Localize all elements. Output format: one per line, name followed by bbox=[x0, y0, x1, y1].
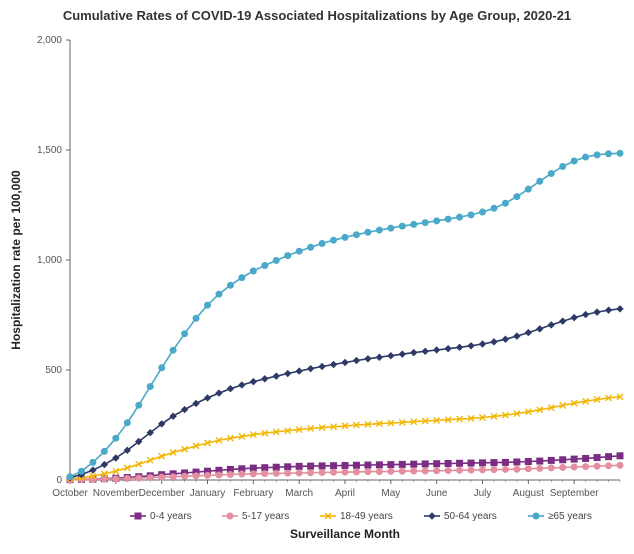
x-tick-label: June bbox=[426, 488, 448, 499]
x-tick-label: April bbox=[335, 488, 355, 499]
y-tick-label: 500 bbox=[45, 365, 62, 376]
x-axis-title: Surveillance Month bbox=[290, 527, 400, 541]
legend-item: 50-64 years bbox=[424, 511, 497, 522]
legend-label: 5-17 years bbox=[242, 511, 289, 522]
y-axis-title: Hospitalization rate per 100,000 bbox=[9, 170, 23, 350]
x-tick-label: January bbox=[190, 488, 226, 499]
y-tick-label: 0 bbox=[56, 475, 62, 486]
x-tick-label: May bbox=[381, 488, 400, 499]
x-tick-label: March bbox=[285, 488, 313, 499]
x-tick-label: February bbox=[233, 488, 273, 499]
x-tick-label: September bbox=[550, 488, 600, 499]
x-tick-label: July bbox=[474, 488, 492, 499]
y-tick-label: 2,000 bbox=[37, 35, 62, 46]
legend-label: 50-64 years bbox=[444, 511, 497, 522]
y-tick-label: 1,500 bbox=[37, 145, 62, 156]
legend-item: 0-4 years bbox=[130, 511, 192, 522]
x-tick-label: August bbox=[513, 488, 544, 499]
legend-item: 18-49 years bbox=[320, 511, 393, 522]
chart-container: Cumulative Rates of COVID-19 Associated … bbox=[0, 0, 634, 554]
legend-label: ≥65 years bbox=[548, 511, 592, 522]
y-tick-label: 1,000 bbox=[37, 255, 62, 266]
x-tick-label: October bbox=[52, 488, 88, 499]
series-50-64-years bbox=[67, 306, 623, 481]
legend-label: 18-49 years bbox=[340, 511, 393, 522]
x-tick-label: November bbox=[93, 488, 140, 499]
legend-label: 0-4 years bbox=[150, 511, 192, 522]
x-tick-label: December bbox=[139, 488, 186, 499]
chart-legend: 0-4 years 5-17 years 18-49 years 50-64 year… bbox=[130, 511, 592, 522]
chart-svg: 0 500 1,000 1,500 2,000 October NovemberDecemb… bbox=[0, 0, 634, 554]
legend-item: ≥65 years bbox=[528, 511, 592, 522]
legend-item: 5-17 years bbox=[222, 511, 289, 522]
